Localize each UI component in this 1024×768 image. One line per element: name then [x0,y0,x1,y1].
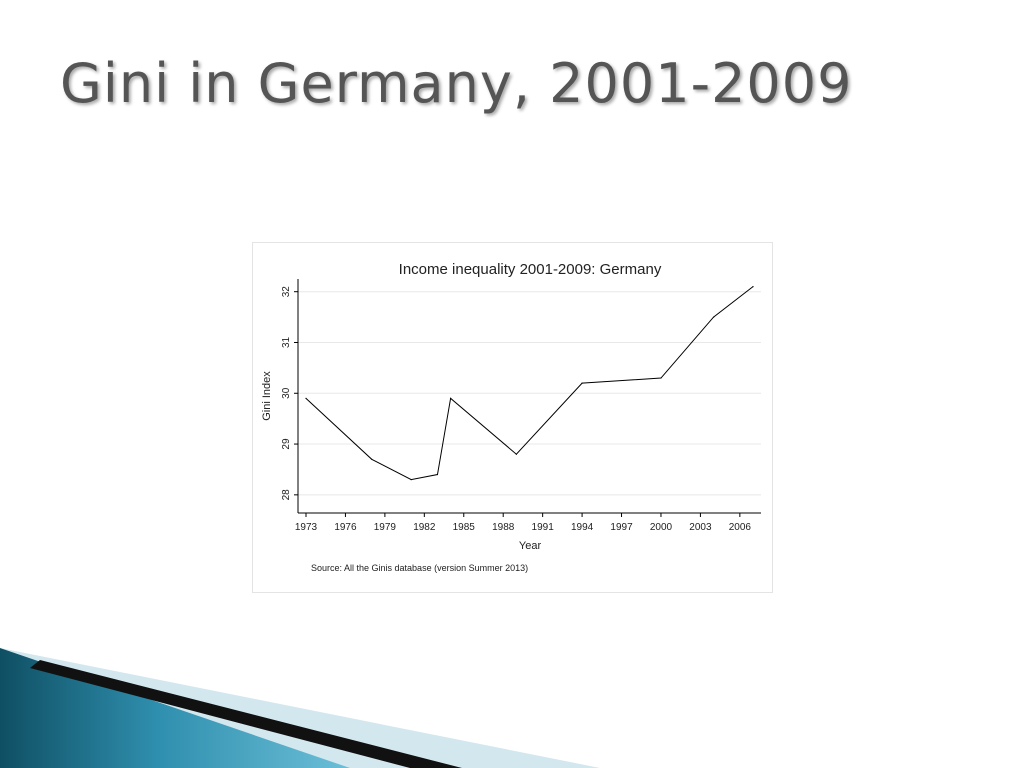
x-tick-label: 1997 [610,522,633,533]
chart-title: Income inequality 2001-2009: Germany [399,261,662,278]
x-tick-label: 1979 [374,522,397,533]
slide-title: Gini in Germany, 2001-2009 [60,52,853,115]
ticks: 28 29 30 31 32 1973 1976 1979 1982 1985 1988 1991 19… [281,286,751,533]
x-tick-label: 2003 [689,522,712,533]
line-chart: 28 29 30 31 32 1973 1976 1979 1982 1985 1988 1991 19… [261,261,761,573]
axes [297,279,761,514]
x-tick-label: 2000 [650,522,673,533]
chart-frame: 28 29 30 31 32 1973 1976 1979 1982 1985 1988 1991 19… [252,242,773,593]
data-point [515,453,517,455]
grid-lines [298,291,761,496]
y-tick-label: 29 [281,438,292,450]
data-point [712,316,715,318]
x-tick-label: 1991 [532,522,555,533]
data-point [660,377,662,379]
swoosh-dark-stripe [30,660,462,768]
y-tick-label: 32 [281,286,292,298]
x-tick-label: 1988 [492,522,515,533]
data-point [305,397,307,399]
y-tick-label: 31 [281,336,292,348]
series [305,286,754,481]
y-axis-label: Gini Index [261,371,273,421]
y-tick-label: 30 [281,387,292,399]
y-tick-label: 28 [281,489,292,501]
x-tick-label: 1994 [571,522,594,533]
x-tick-label: 1985 [453,522,476,533]
series-line [305,286,754,481]
data-point [752,286,754,288]
data-point [581,382,583,384]
swoosh-light-band [0,648,600,768]
data-point [436,473,439,476]
x-tick-label: 1973 [295,522,318,533]
x-axis-label: Year [519,540,542,552]
x-tick-label: 1982 [413,522,436,533]
source-note: Source: All the Ginis database (version … [311,563,528,573]
data-point [450,397,452,399]
data-point [410,479,412,481]
x-tick-label: 2006 [729,522,752,533]
x-tick-label: 1976 [334,522,357,533]
data-point [371,458,373,460]
